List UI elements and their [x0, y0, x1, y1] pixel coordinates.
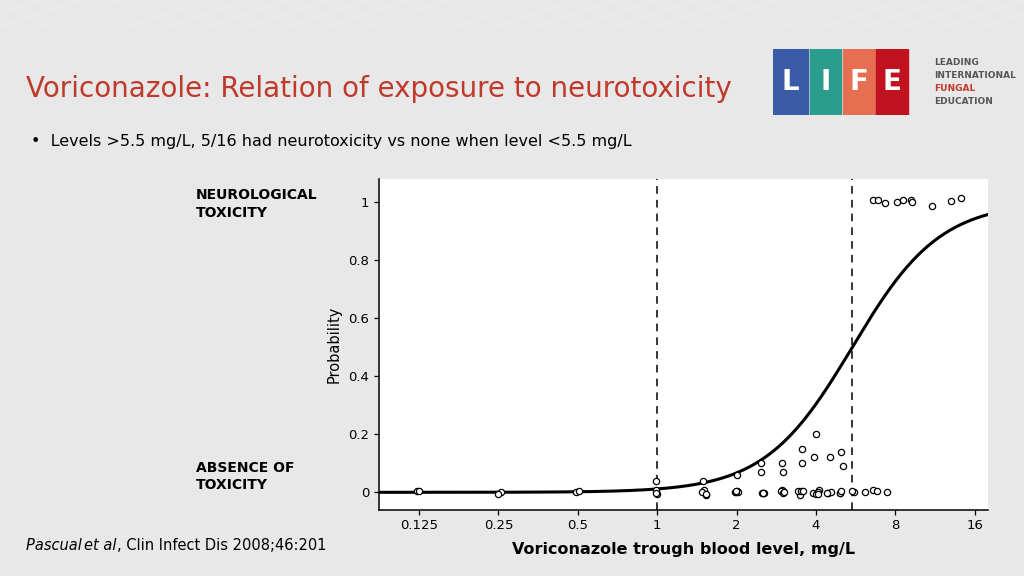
Text: NEUROLOGICAL
TOXICITY: NEUROLOGICAL TOXICITY	[197, 188, 317, 220]
Bar	[877, 49, 908, 115]
Text: LEADING: LEADING	[934, 58, 979, 67]
Text: •  Levels >5.5 mg/L, 5/16 had neurotoxicity vs none when level <5.5 mg/L: • Levels >5.5 mg/L, 5/16 had neurotoxici…	[31, 134, 632, 149]
Text: , Clin Infect Dis 2008;46:201: , Clin Infect Dis 2008;46:201	[117, 538, 327, 553]
Bar	[843, 49, 874, 115]
Y-axis label: Probability: Probability	[327, 305, 341, 383]
Text: Voriconazole: Relation of exposure to neurotoxicity: Voriconazole: Relation of exposure to ne…	[26, 75, 731, 103]
Bar	[810, 49, 842, 115]
X-axis label: Voriconazole trough blood level, mg/L: Voriconazole trough blood level, mg/L	[512, 542, 855, 557]
Text: ABSENCE OF
TOXICITY: ABSENCE OF TOXICITY	[197, 461, 295, 492]
Text: EDUCATION: EDUCATION	[934, 97, 992, 107]
Text: L: L	[781, 68, 800, 96]
Text: FUNGAL: FUNGAL	[934, 84, 975, 93]
Text: F: F	[849, 68, 868, 96]
Bar	[773, 49, 808, 115]
Text: INTERNATIONAL: INTERNATIONAL	[934, 71, 1016, 80]
Text: E: E	[883, 68, 901, 96]
Text: Pascual: Pascual	[26, 538, 86, 553]
Text: I: I	[820, 68, 830, 96]
Text: et al: et al	[84, 538, 117, 553]
